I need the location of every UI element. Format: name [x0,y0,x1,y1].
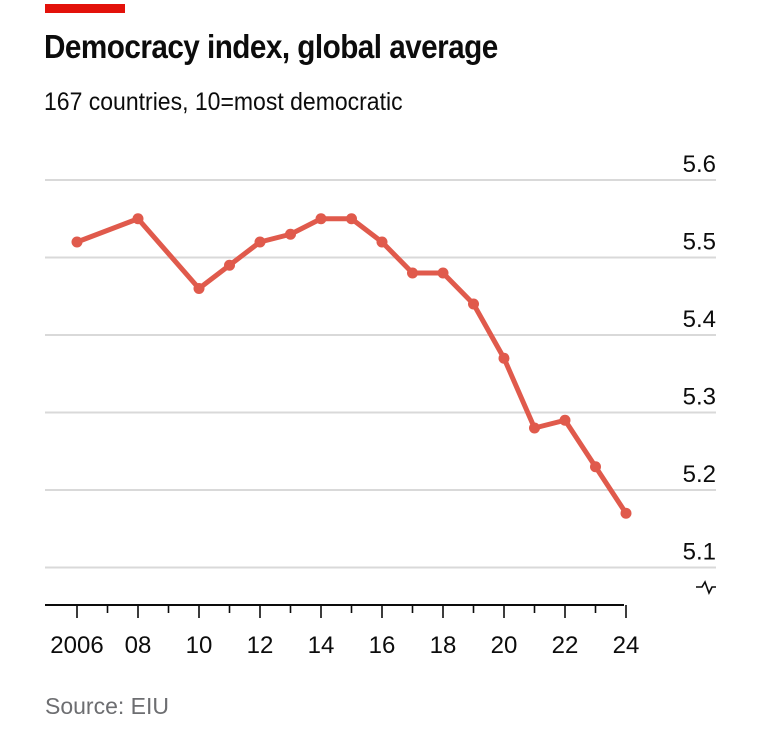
y-tick-label: 5.4 [683,306,716,333]
chart-title: Democracy index, global average [44,28,498,65]
x-tick-label: 22 [552,632,579,659]
y-tick-label: 5.2 [683,461,716,488]
axis-break-icon [696,580,716,596]
data-point [254,236,266,248]
accent-bar [45,4,125,13]
source-note: Source: EIU [45,693,169,719]
data-point [285,228,296,240]
x-tick-label: 08 [125,632,152,659]
data-point [224,259,235,271]
data-point [193,283,205,294]
x-tick-label: 2006 [50,632,103,659]
y-tick-label: 5.1 [683,539,716,566]
data-point [132,213,144,225]
x-tick-label: 14 [308,632,335,659]
data-point [346,213,357,225]
data-point [407,267,418,279]
y-tick-label: 5.5 [683,229,716,256]
x-tick-label: 10 [186,632,213,659]
chart-subtitle: 167 countries, 10=most democratic [44,88,403,116]
data-point [376,236,388,248]
data-point [71,236,83,248]
data-point [590,461,601,473]
data-point [620,507,632,519]
x-tick-label: 20 [491,632,518,659]
y-tick-label: 5.3 [683,384,716,411]
x-tick-label: 18 [430,632,457,659]
data-point [437,267,449,279]
data-point [529,422,540,434]
x-tick-label: 16 [369,632,396,659]
data-point [498,352,510,364]
data-point [468,298,479,310]
series-line [74,216,629,516]
y-tick-label: 5.6 [683,151,716,178]
data-point [559,414,571,426]
x-tick-label: 24 [613,632,640,659]
data-point [315,213,327,225]
x-tick-label: 12 [247,632,274,659]
